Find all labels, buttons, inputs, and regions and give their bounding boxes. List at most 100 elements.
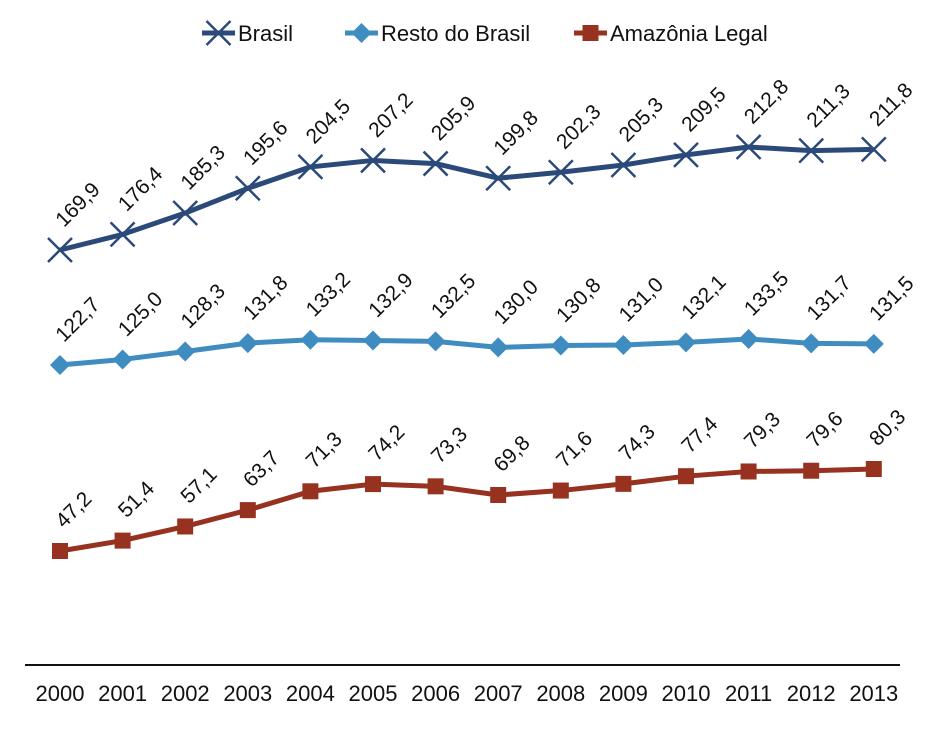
data-label-brasil-2008: 202,3 — [552, 100, 605, 153]
data-label-resto-do-brasil-2001: 125,0 — [114, 288, 167, 341]
data-label-resto-do-brasil-2005: 132,9 — [364, 269, 417, 322]
legend: Brasil Resto do Brasil Amazônia Legal — [202, 20, 768, 46]
point-brasil-2013 — [860, 136, 887, 163]
data-label-amazonia-legal-2000: 47,2 — [51, 487, 96, 532]
series-line-resto-do-brasil — [59, 336, 874, 368]
point-brasil-2010 — [673, 142, 699, 168]
point-amazonia-legal-2001 — [114, 532, 131, 549]
x-tick-2011: 2011 — [725, 681, 772, 706]
point-amazonia-legal-2009 — [615, 475, 632, 492]
data-label-resto-do-brasil-2011: 133,5 — [740, 267, 793, 320]
legend-label-brasil: Brasil — [238, 21, 293, 46]
x-tick-2010: 2010 — [662, 681, 711, 706]
point-resto-do-brasil-2012 — [801, 333, 822, 354]
data-label-brasil-2003: 195,6 — [239, 116, 292, 169]
data-label-amazonia-legal-2012: 79,6 — [802, 407, 847, 452]
series-line-brasil — [59, 144, 874, 253]
data-label-brasil-2006: 205,9 — [427, 92, 480, 145]
point-amazonia-legal-2000 — [52, 543, 68, 559]
data-label-brasil-2010: 209,5 — [677, 83, 730, 136]
point-resto-do-brasil-2008 — [550, 335, 571, 356]
x-tick-2000: 2000 — [36, 681, 85, 706]
x-tick-2013: 2013 — [849, 681, 898, 706]
point-resto-do-brasil-2006 — [425, 331, 446, 352]
point-brasil-2004 — [297, 154, 324, 180]
x-tick-2012: 2012 — [787, 681, 836, 706]
point-amazonia-legal-2013 — [865, 461, 882, 477]
point-amazonia-legal-2012 — [803, 462, 820, 479]
data-label-brasil-2007: 199,8 — [489, 106, 542, 159]
point-brasil-2012 — [798, 137, 825, 164]
data-label-amazonia-legal-2007: 69,8 — [489, 431, 534, 476]
point-resto-do-brasil-2004 — [300, 329, 321, 350]
point-resto-do-brasil-2011 — [738, 329, 759, 349]
point-amazonia-legal-2007 — [490, 487, 507, 504]
data-labels: 169,9 176,4 185,3 195,6 204,5 207,2 205,9 199,8… — [51, 75, 918, 532]
x-tick-2006: 2006 — [411, 681, 460, 706]
point-amazonia-legal-2003 — [239, 502, 256, 519]
point-amazonia-legal-2005 — [365, 476, 381, 493]
legend-label-amazonia-legal: Amazônia Legal — [610, 21, 768, 46]
data-label-brasil-2001: 176,4 — [114, 162, 168, 216]
data-label-amazonia-legal-2011: 79,3 — [740, 408, 785, 453]
x-tick-2003: 2003 — [223, 681, 272, 706]
data-label-brasil-2009: 205,3 — [615, 93, 668, 146]
data-label-amazonia-legal-2005: 74,2 — [364, 420, 409, 465]
x-tick-2002: 2002 — [161, 681, 210, 706]
data-label-resto-do-brasil-2000: 122,7 — [51, 293, 104, 346]
point-brasil-2001 — [109, 221, 136, 248]
data-label-resto-do-brasil-2010: 132,1 — [677, 270, 730, 323]
point-resto-do-brasil-2001 — [112, 349, 133, 370]
point-brasil-2008 — [547, 159, 574, 186]
point-resto-do-brasil-2003 — [237, 333, 258, 354]
point-brasil-2003 — [234, 175, 261, 202]
data-label-brasil-2005: 207,2 — [364, 89, 417, 142]
data-label-resto-do-brasil-2008: 130,8 — [552, 274, 605, 327]
x-tick-2009: 2009 — [599, 681, 648, 706]
data-label-amazonia-legal-2003: 63,7 — [239, 446, 284, 491]
x-tick-2001: 2001 — [98, 681, 147, 706]
data-label-resto-do-brasil-2013: 131,5 — [865, 272, 918, 325]
point-amazonia-legal-2004 — [302, 483, 319, 500]
x-tick-2004: 2004 — [286, 681, 335, 706]
point-resto-do-brasil-2002 — [175, 341, 196, 362]
data-label-amazonia-legal-2008: 71,6 — [552, 427, 597, 472]
data-label-resto-do-brasil-2003: 131,8 — [239, 271, 292, 324]
data-label-resto-do-brasil-2006: 132,5 — [427, 270, 480, 323]
data-label-brasil-2002: 185,3 — [176, 141, 229, 194]
data-label-brasil-2004: 204,5 — [302, 95, 355, 148]
point-amazonia-legal-2011 — [740, 463, 757, 480]
point-resto-do-brasil-2009 — [613, 335, 634, 356]
point-brasil-2002 — [172, 200, 199, 226]
data-label-amazonia-legal-2013: 80,3 — [865, 405, 910, 450]
point-brasil-2005 — [360, 147, 386, 174]
x-tick-2008: 2008 — [536, 681, 585, 706]
series-markers — [47, 134, 887, 559]
data-label-brasil-2000: 169,9 — [51, 178, 104, 231]
data-label-brasil-2011: 212,8 — [740, 75, 793, 128]
x-tick-2005: 2005 — [349, 681, 398, 706]
point-brasil-2000 — [47, 237, 73, 263]
series-lines — [59, 144, 874, 554]
point-brasil-2011 — [735, 134, 762, 160]
point-brasil-2009 — [610, 152, 637, 178]
data-label-resto-do-brasil-2002: 128,3 — [176, 280, 229, 333]
data-label-resto-do-brasil-2012: 131,7 — [802, 271, 855, 324]
point-brasil-2007 — [485, 165, 512, 192]
x-tick-2007: 2007 — [474, 681, 523, 706]
legend-marker-brasil — [205, 20, 232, 46]
point-resto-do-brasil-2005 — [363, 330, 383, 351]
data-label-amazonia-legal-2001: 51,4 — [114, 477, 159, 522]
point-resto-do-brasil-2000 — [50, 355, 70, 375]
x-tick-labels: 2000 2001 2002 2003 2004 2005 2006 2007 2008 2009… — [36, 681, 899, 706]
data-label-brasil-2012: 211,3 — [802, 80, 854, 132]
point-resto-do-brasil-2010 — [676, 332, 696, 353]
series-line-amazonia-legal — [59, 466, 874, 554]
point-amazonia-legal-2006 — [427, 478, 444, 495]
data-label-amazonia-legal-2009: 74,3 — [615, 420, 660, 465]
point-amazonia-legal-2002 — [177, 518, 194, 535]
data-label-amazonia-legal-2006: 73,3 — [427, 423, 472, 468]
data-label-resto-do-brasil-2009: 131,0 — [615, 273, 668, 326]
point-amazonia-legal-2008 — [552, 482, 569, 499]
